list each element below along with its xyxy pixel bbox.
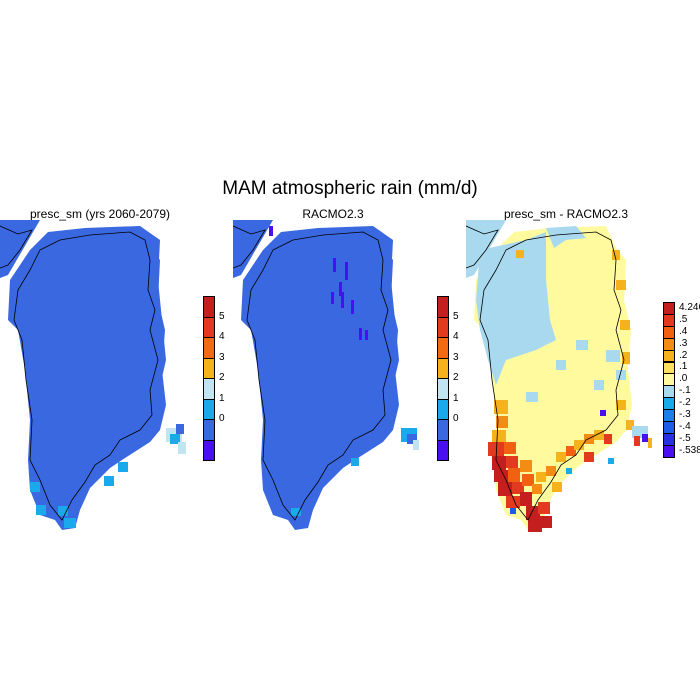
diff-blue-spots [510, 410, 614, 514]
colorbar-tick-label: .0 [679, 373, 688, 385]
greenland-fill-east [363, 226, 399, 430]
colorbar-swatch [437, 316, 449, 338]
colorbar-swatch [663, 302, 675, 315]
colorbar-tick-label: .2 [679, 349, 688, 361]
colorbar-swatch [663, 444, 675, 458]
panel-title-3: presc_sm - RACMO2.3 [503, 207, 629, 221]
greenland-fill [8, 226, 166, 530]
greenland-fill [241, 226, 399, 530]
coast-detail-blue [291, 458, 359, 516]
colorbar-swatch [663, 313, 675, 327]
ellesmere-landmass [0, 220, 40, 278]
colorbar-swatch [437, 378, 449, 400]
colorbar-tick-label: 3 [219, 351, 225, 363]
ellesmere-coastline [0, 225, 33, 269]
colorbar-swatch [663, 432, 675, 446]
colorbar-swatch [203, 378, 215, 400]
colorbar-tick-label: -.3 [679, 409, 691, 421]
colorbar-tick-label: 1 [453, 392, 459, 404]
map-racmo [233, 220, 419, 530]
colorbar-swatch [663, 325, 675, 339]
colorbar-swatch [663, 409, 675, 422]
colorbar-tick-label: 0 [219, 413, 225, 424]
colorbar-swatch [437, 337, 449, 359]
greenland-coastline [13, 231, 159, 521]
colorbar-swatch [663, 361, 675, 375]
greenland-coastline [246, 231, 392, 521]
colorbar-tick-label: .4 [679, 325, 688, 337]
greenland-coastline [479, 231, 625, 521]
colorbar-swatch [663, 373, 675, 387]
colorbar-tick-label: .5 [679, 313, 688, 325]
figure-title: MAM atmospheric rain (mm/d) [222, 178, 478, 199]
colorbar-swatch [663, 337, 675, 351]
diff-warm-south [488, 400, 612, 532]
colorbar-racmo: 5 4 3 2 1 0 [437, 296, 487, 464]
colorbar-swatch [203, 398, 215, 420]
dry-interior-streaks [269, 226, 368, 340]
colorbar-tick-label: 4 [453, 331, 459, 342]
colorbar-swatch [663, 397, 675, 411]
colorbar-swatch [203, 419, 215, 441]
colorbar-tick-label: 4.246 [679, 301, 700, 313]
colorbar-swatch [437, 439, 449, 461]
diff-orange-east [516, 250, 634, 430]
colorbar-tick-label: -.5 [679, 432, 691, 444]
colorbar-swatch [437, 296, 449, 318]
colorbar-swatch [203, 296, 215, 318]
colorbar-tick-label: 0 [453, 413, 459, 424]
colorbar-tick-label: 5 [453, 310, 459, 322]
colorbar-tick-label: .3 [679, 337, 688, 349]
colorbar-tick-label: 2 [219, 372, 225, 383]
map-difference [466, 220, 652, 532]
colorbar-tick-label: -.4 [679, 420, 691, 432]
colorbar-tick-label: 4 [219, 331, 225, 342]
iceland-blob [632, 426, 652, 448]
colorbar-swatch [203, 337, 215, 359]
colorbar-swatch [663, 421, 675, 434]
colorbar-swatch [437, 398, 449, 420]
colorbar-swatch [203, 316, 215, 338]
colorbar-swatch [203, 357, 215, 379]
colorbar-presc-sm: 5 4 3 2 1 0 [203, 296, 253, 464]
ellesmere-landmass [233, 220, 273, 278]
colorbar-swatch [203, 439, 215, 461]
colorbar-swatch [437, 419, 449, 441]
colorbar-difference: 4.246.5.4.3.2.1.0-.1-.2-.3-.4-.5-.538 [663, 301, 700, 458]
greenland-fill-east [130, 226, 166, 430]
diff-lightblue-patches [526, 340, 626, 402]
iceland-blob [401, 428, 419, 450]
map-presc-sm [0, 220, 186, 530]
coast-detail-blue [30, 462, 128, 528]
iceland-blob [166, 424, 186, 454]
ellesmere-coastline [466, 225, 499, 269]
colorbar-swatch [663, 385, 675, 399]
colorbar-tick-label: .1 [679, 361, 688, 373]
colorbar-tick-label: -.2 [679, 397, 691, 409]
colorbar-tick-label: 2 [453, 372, 459, 383]
colorbar-swatch [663, 349, 675, 363]
panel-title-2: RACMO2.3 [302, 207, 364, 221]
colorbar-tick-label: -.1 [679, 385, 691, 397]
colorbar-tick-label: 3 [453, 351, 459, 363]
colorbar-tick-label: 1 [219, 392, 225, 404]
colorbar-tick-label: -.538 [679, 444, 700, 456]
ellesmere-coastline [233, 225, 266, 269]
diff-lightblue-north [546, 226, 586, 248]
panel-title-1: presc_sm (yrs 2060-2079) [29, 207, 171, 221]
colorbar-tick-label: 5 [219, 310, 225, 322]
colorbar-swatch [437, 357, 449, 379]
